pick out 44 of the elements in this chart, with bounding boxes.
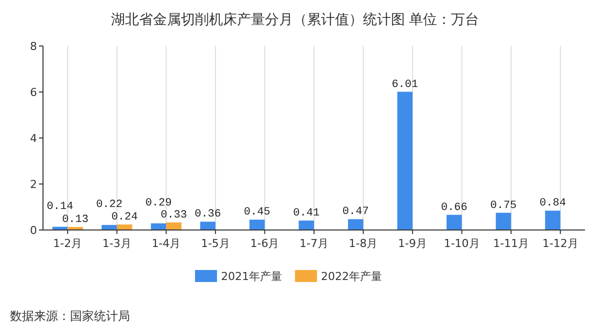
- y-tick-label: 2: [30, 178, 37, 191]
- data-label: 0.13: [62, 214, 88, 226]
- data-label: 0.75: [490, 200, 517, 212]
- x-tick-label: 1-11月: [493, 237, 530, 250]
- data-label: 0.41: [293, 208, 320, 220]
- bar: [446, 214, 462, 230]
- bar: [200, 222, 216, 230]
- chart-title: 湖北省金属切削机床产量分月（累计值）统计图 单位：万台: [110, 12, 480, 28]
- bar: [102, 224, 117, 230]
- y-tick-label: 6: [30, 86, 37, 99]
- x-tick-label: 1-2月: [53, 237, 82, 250]
- bar: [397, 92, 413, 230]
- x-tick-label: 1-5月: [200, 237, 230, 250]
- legend-label: 2022年产量: [321, 270, 382, 283]
- x-tick-label: 1-4月: [152, 237, 181, 250]
- data-label: 0.84: [540, 198, 566, 210]
- x-tick-label: 1-10月: [444, 237, 480, 250]
- data-label: 0.33: [160, 209, 188, 222]
- data-label: 0.24: [111, 211, 138, 224]
- source-note: 数据来源：国家统计局: [10, 309, 130, 323]
- y-tick-label: 4: [30, 132, 37, 145]
- bar: [249, 220, 265, 230]
- bar: [348, 219, 364, 230]
- legend-label: 2021年产量: [221, 270, 282, 283]
- x-tick-label: 1-3月: [102, 237, 132, 250]
- bar: [166, 222, 182, 230]
- data-label: 0.36: [194, 208, 222, 221]
- bar: [545, 210, 560, 230]
- data-label: 0.45: [244, 206, 270, 219]
- data-label: 0.22: [96, 198, 122, 211]
- x-tick-label: 1-12月: [542, 237, 578, 250]
- data-label: 0.47: [342, 206, 369, 218]
- data-label: 0.14: [46, 200, 74, 213]
- data-label: 0.29: [145, 197, 172, 210]
- data-label: 6.01: [392, 78, 419, 91]
- x-tick-label: 1-7月: [300, 237, 328, 250]
- x-tick-label: 1-8月: [348, 237, 378, 250]
- x-tick-label: 1-9月: [398, 237, 428, 250]
- y-tick-label: 0: [30, 224, 37, 237]
- y-tick-label: 8: [30, 40, 37, 53]
- bar: [496, 212, 512, 230]
- data-label: 0.66: [440, 202, 468, 214]
- bar: [298, 220, 314, 230]
- x-tick-label: 1-6月: [250, 237, 280, 250]
